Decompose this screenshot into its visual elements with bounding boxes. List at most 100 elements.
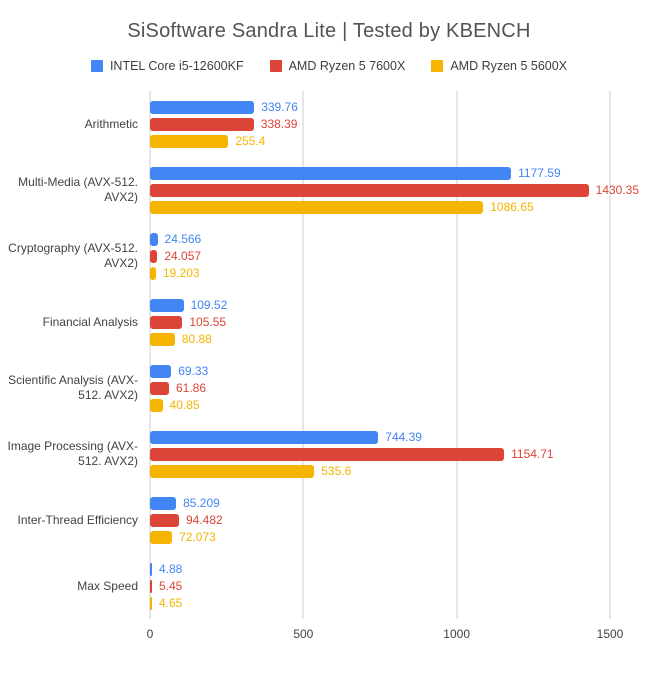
bar — [150, 266, 156, 280]
bar-value-label: 61.86 — [175, 381, 206, 395]
category-label: Cryptography (AVX-512. AVX2) — [8, 241, 138, 270]
bar-chart: Arithmetic 339.76 338.39 255.4 Multi-Media (… — [0, 91, 658, 651]
bar-row: 255.4 — [150, 134, 610, 148]
bar-group: 85.209 94.482 72.073 — [150, 496, 610, 544]
bar-value-label: 80.88 — [181, 332, 212, 346]
bar — [150, 381, 169, 395]
bar-row: 5.45 — [150, 579, 610, 593]
plot-area: Arithmetic 339.76 338.39 255.4 Multi-Media (… — [0, 91, 640, 619]
gridline — [149, 91, 151, 619]
category-group: Max Speed 4.88 5.45 4.65 — [0, 553, 610, 619]
bar-row: 4.65 — [150, 596, 610, 610]
legend-swatch-icon — [90, 60, 103, 72]
bar-group: 1177.59 1430.35 1086.65 — [150, 166, 639, 214]
bar — [150, 200, 484, 214]
legend-item: INTEL Core i5-12600KF — [90, 59, 244, 73]
bar-row: 72.073 — [150, 530, 610, 544]
bar-rows: Arithmetic 339.76 338.39 255.4 Multi-Media (… — [0, 91, 640, 619]
category-label: Financial Analysis — [42, 314, 138, 329]
bar — [150, 117, 254, 131]
category-group: Financial Analysis 109.52 105.55 80.88 — [0, 289, 610, 355]
bar-value-label: 85.209 — [183, 496, 220, 510]
bar — [150, 464, 315, 478]
bar — [150, 364, 172, 378]
bar-value-label: 5.45 — [159, 579, 183, 593]
bar-row: 80.88 — [150, 332, 610, 346]
bar-row: 69.33 — [150, 364, 610, 378]
bar-value-label: 94.482 — [185, 513, 223, 527]
bar-value-label: 109.52 — [190, 298, 228, 312]
bar — [150, 447, 505, 461]
legend-label: AMD Ryzen 5 7600X — [288, 59, 406, 73]
x-axis: 0 500 1000 1500 — [146, 625, 624, 651]
category-group: Multi-Media (AVX-512. AVX2) 1177.59 1430.3… — [0, 157, 639, 223]
bar-row: 338.39 — [150, 117, 610, 131]
bar-row: 744.39 — [150, 430, 610, 444]
bar — [150, 100, 255, 114]
bar — [150, 232, 158, 246]
legend-label: INTEL Core i5-12600KF — [109, 59, 244, 73]
x-tick-label: 1000 — [443, 627, 471, 641]
bar-value-label: 255.4 — [235, 134, 266, 148]
x-tick-label: 500 — [293, 627, 314, 641]
bar — [150, 513, 179, 527]
bar-value-label: 40.85 — [169, 398, 200, 412]
x-tick-label: 0 — [146, 627, 154, 641]
legend-swatch-icon — [431, 60, 444, 72]
bar-row: 19.203 — [150, 266, 610, 280]
bar-value-label: 4.65 — [159, 596, 183, 610]
bar-row: 1154.71 — [150, 447, 610, 461]
bar-value-label: 339.76 — [261, 100, 298, 114]
bar — [150, 530, 173, 544]
bar — [150, 298, 184, 312]
bar-row: 24.057 — [150, 249, 610, 263]
x-tick-label: 1500 — [596, 627, 624, 641]
bar-value-label: 105.55 — [189, 315, 227, 329]
bar-row: 61.86 — [150, 381, 610, 395]
bar-group: 339.76 338.39 255.4 — [150, 100, 610, 148]
category-group: Inter-Thread Efficiency 85.209 94.482 72.07… — [0, 487, 610, 553]
bar-row: 339.76 — [150, 100, 610, 114]
category-label: Arithmetic — [84, 116, 138, 131]
bar — [150, 496, 177, 510]
bar-row: 105.55 — [150, 315, 610, 329]
category-group: Cryptography (AVX-512. AVX2) 24.566 24.057… — [0, 223, 610, 289]
bar — [150, 430, 379, 444]
bar-row: 94.482 — [150, 513, 610, 527]
bar-group: 109.52 105.55 80.88 — [150, 298, 610, 346]
gridline — [302, 91, 304, 619]
bar — [150, 398, 163, 412]
gridlines — [149, 91, 611, 619]
category-group: Scientific Analysis (AVX-512. AVX2) 69.33… — [0, 355, 610, 421]
bar-value-label: 338.39 — [260, 117, 298, 131]
legend-item: AMD Ryzen 5 7600X — [269, 59, 406, 73]
bar-row: 4.88 — [150, 562, 610, 576]
chart-title: SiSoftware Sandra Lite | Tested by KBENC… — [127, 20, 531, 42]
gridline — [609, 91, 611, 619]
bar-row: 24.566 — [150, 232, 610, 246]
category-label: Image Processing (AVX-512. AVX2) — [7, 439, 139, 468]
bar-row: 1177.59 — [150, 166, 610, 180]
category-label: Max Speed — [77, 578, 138, 593]
bar-row: 40.85 — [150, 398, 610, 412]
bar-row: 109.52 — [150, 298, 610, 312]
bar-row: 1430.35 — [150, 183, 639, 197]
category-group: Arithmetic 339.76 338.39 255.4 — [0, 91, 610, 157]
chart-legend: INTEL Core i5-12600KF AMD Ryzen 5 7600X AM… — [0, 59, 658, 73]
bar-value-label: 1154.71 — [511, 447, 554, 461]
bar-value-label: 744.39 — [385, 430, 422, 444]
category-label: Multi-Media (AVX-512. AVX2) — [18, 175, 138, 204]
bar-row: 85.209 — [150, 496, 610, 510]
bar-value-label: 24.057 — [164, 249, 202, 263]
bar-row: 1086.65 — [150, 200, 610, 214]
bar — [150, 134, 229, 148]
category-label: Inter-Thread Efficiency — [17, 512, 139, 527]
legend-label: AMD Ryzen 5 5600X — [450, 59, 568, 73]
bar-value-label: 24.566 — [164, 232, 202, 246]
legend-swatch-icon — [269, 60, 282, 72]
legend-item: AMD Ryzen 5 5600X — [431, 59, 567, 73]
bar-value-label: 72.073 — [179, 530, 216, 544]
bar-value-label: 19.203 — [162, 266, 200, 280]
bar — [150, 579, 152, 593]
